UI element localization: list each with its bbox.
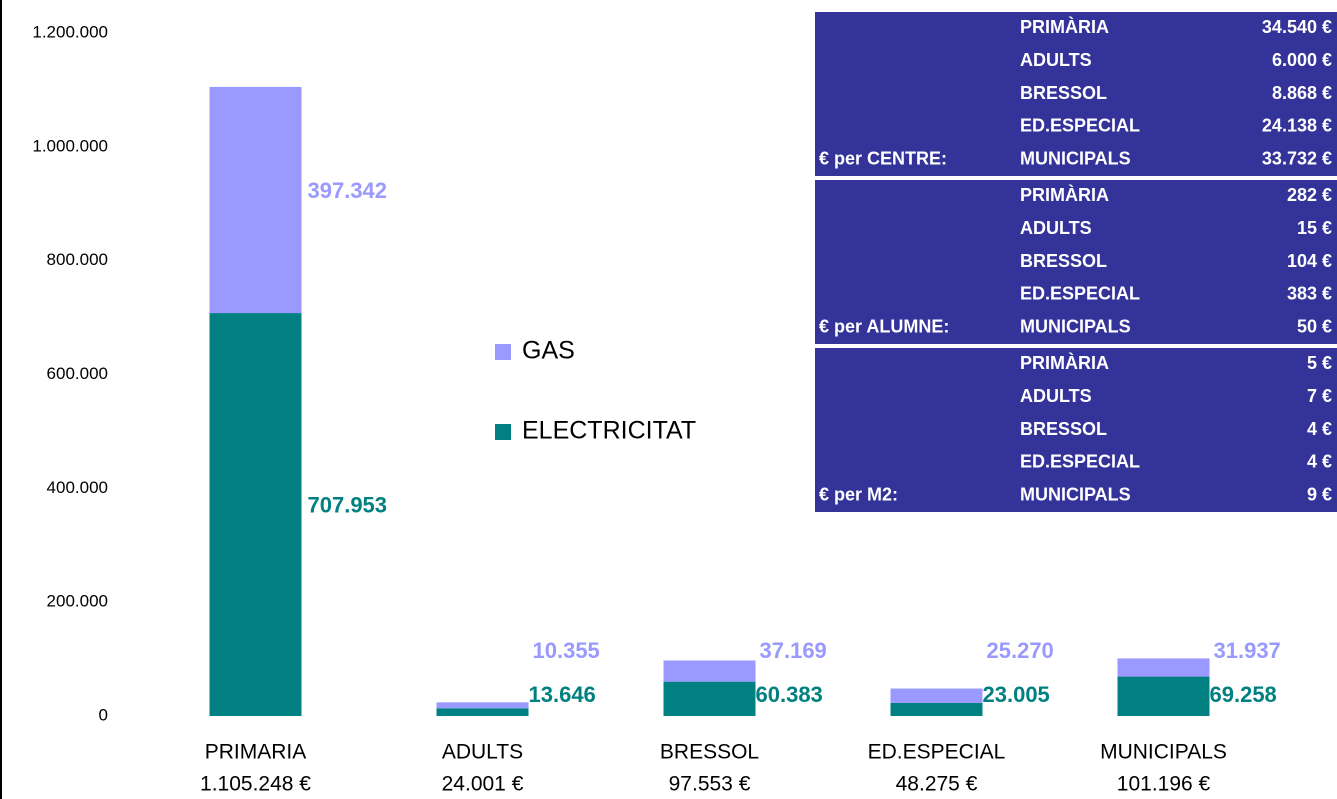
table-row-value: 383 € [1287,284,1332,304]
table-row-name: ED.ESPECIAL [1020,452,1140,472]
table-group-label: € per M2: [819,484,898,504]
bar-segment [663,660,756,682]
table-row-name: BRESSOL [1020,419,1107,439]
table-row-value: 15 € [1297,218,1332,238]
table-row-name: MUNICIPALS [1020,148,1131,168]
y-tick-label: 200.000 [47,592,108,611]
legend-swatch [495,424,511,440]
table-row-value: 24.138 € [1262,116,1332,136]
value-label: 37.169 [760,638,827,663]
table-row-value: 9 € [1307,484,1332,504]
table-row-name: ED.ESPECIAL [1020,116,1140,136]
category-total: 1.105.248 € [200,773,311,796]
bar-segment [890,688,983,703]
bar-segment [436,708,529,716]
x-tick-label: MUNICIPALS [1100,741,1227,764]
table-row-value: 34.540 € [1262,17,1332,37]
value-label: 60.383 [756,682,823,707]
bar-segment [890,702,983,716]
table-row-name: MUNICIPALS [1020,484,1131,504]
table-group-bg [815,180,1337,344]
table-row-value: 4 € [1307,452,1332,472]
table-row-value: 7 € [1307,386,1332,406]
table-group-label: € per ALUMNE: [819,316,949,336]
table-row-name: PRIMÀRIA [1020,184,1109,205]
table-group-bg [815,12,1337,176]
table-row-value: 104 € [1287,251,1332,271]
category-total: 24.001 € [442,773,524,796]
value-label: 707.953 [308,492,388,517]
y-tick-label: 800.000 [47,250,108,269]
y-tick-label: 400.000 [47,478,108,497]
table-row-name: BRESSOL [1020,251,1107,271]
table-row-value: 33.732 € [1262,148,1332,168]
x-tick-label: ED.ESPECIAL [868,741,1006,764]
table-row-value: 8.868 € [1272,83,1332,103]
legend-label: GAS [522,337,575,365]
bar-segment [1117,658,1210,677]
table-row-value: 282 € [1287,185,1332,205]
value-label: 10.355 [533,638,600,663]
bar-segment [1117,676,1210,716]
value-label: 31.937 [1214,638,1281,663]
value-label: 13.646 [529,682,596,707]
x-tick-label: BRESSOL [660,741,759,764]
value-label: 23.005 [983,682,1050,707]
y-tick-label: 1.200.000 [32,22,108,41]
bar-segment [209,86,302,314]
y-tick-label: 600.000 [47,364,108,383]
value-label: 69.258 [1210,682,1277,707]
bar-segment [209,313,302,716]
x-tick-label: ADULTS [442,741,523,764]
value-label: 397.342 [308,178,388,203]
category-total: 97.553 € [669,773,751,796]
table-row-value: 5 € [1307,353,1332,373]
y-tick-label: 0 [99,705,108,724]
bar-segment [436,702,529,709]
table-row-value: 4 € [1307,419,1332,439]
bar-segment [663,681,756,716]
table-group-label: € per CENTRE: [819,148,947,168]
legend-swatch [495,344,511,360]
x-tick-label: PRIMARIA [205,741,307,764]
y-tick-label: 1.000.000 [32,136,108,155]
table-row-name: PRIMÀRIA [1020,16,1109,37]
table-row-name: ADULTS [1020,218,1092,238]
table-group-bg [815,348,1337,512]
table-row-name: PRIMÀRIA [1020,352,1109,373]
category-total: 101.196 € [1117,773,1211,796]
value-label: 25.270 [987,638,1054,663]
legend-label: ELECTRICITAT [522,417,696,445]
table-row-value: 50 € [1297,316,1332,336]
table-row-value: 6.000 € [1272,50,1332,70]
category-total: 48.275 € [896,773,978,796]
table-row-name: BRESSOL [1020,83,1107,103]
table-row-name: ED.ESPECIAL [1020,284,1140,304]
table-row-name: ADULTS [1020,386,1092,406]
table-row-name: MUNICIPALS [1020,316,1131,336]
table-row-name: ADULTS [1020,50,1092,70]
